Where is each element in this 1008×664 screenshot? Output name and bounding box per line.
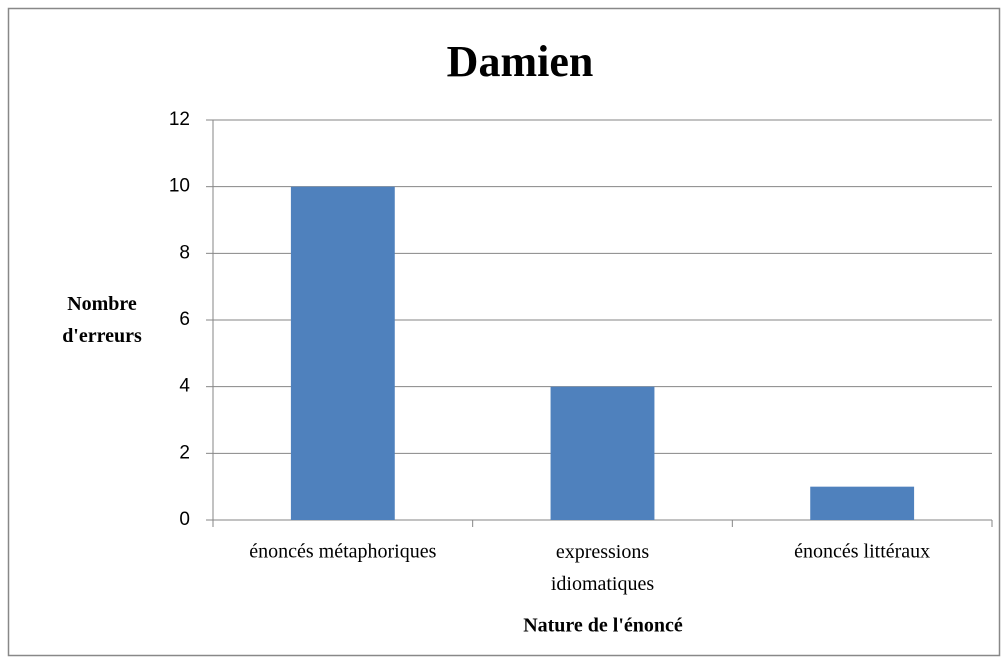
y-tick-label: 0	[179, 509, 190, 530]
bar	[550, 386, 655, 520]
x-axis-label: Nature de l'énoncé	[523, 615, 683, 637]
bar	[810, 486, 915, 520]
y-tick-label: 10	[169, 176, 190, 197]
x-tick-label: énoncés métaphoriques	[249, 541, 436, 563]
bar	[290, 186, 395, 520]
chart-title: Damien	[447, 37, 594, 86]
y-tick-label: 8	[179, 242, 190, 263]
y-tick-label: 12	[169, 109, 190, 130]
y-tick-label: 6	[179, 309, 190, 330]
x-tick-label: expressions idiomatiques	[551, 541, 655, 595]
chart-frame	[7, 7, 1001, 657]
y-tick-label: 2	[179, 442, 190, 463]
x-tick-label: énoncés littéraux	[794, 541, 930, 563]
y-axis-label: Nombre d'erreurs	[62, 293, 142, 347]
y-tick-label: 4	[179, 376, 190, 397]
